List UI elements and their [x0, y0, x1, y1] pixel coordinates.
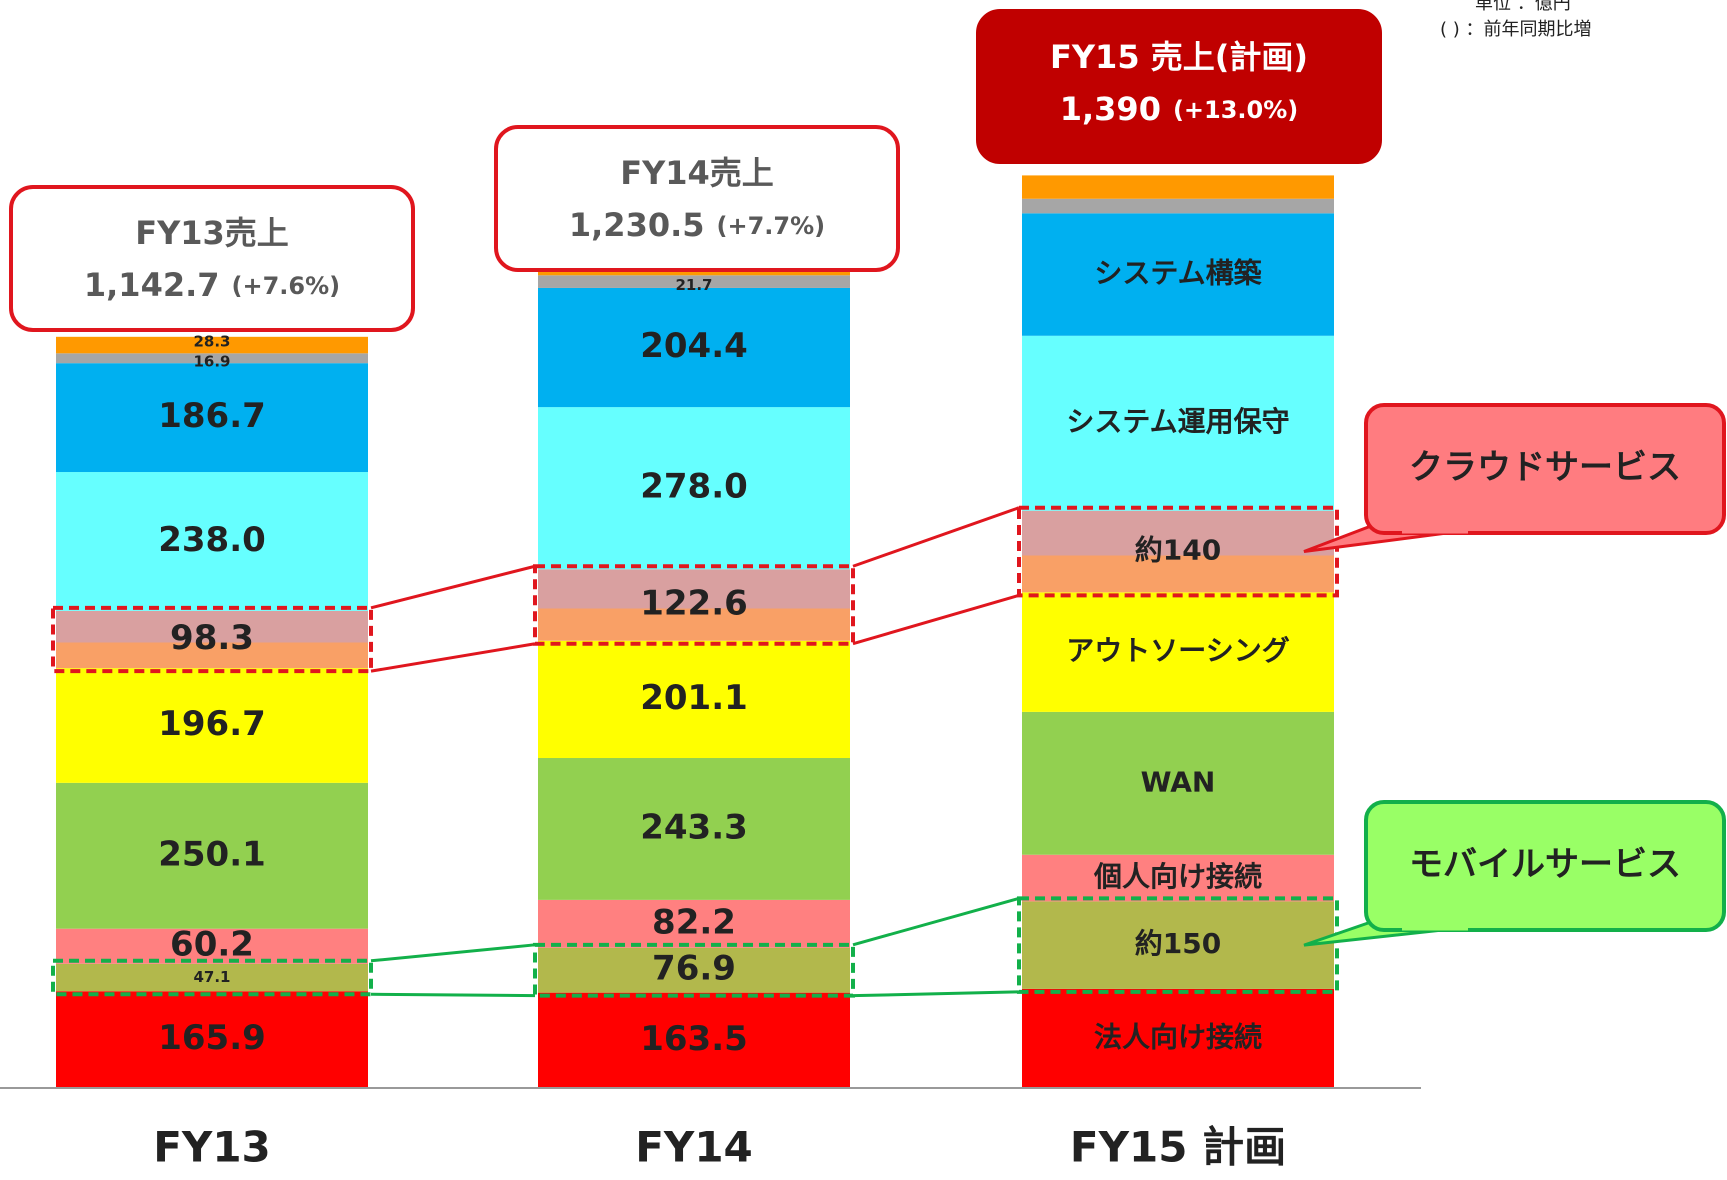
x-tick-label: FY13	[153, 1123, 271, 1172]
bar-segment	[56, 353, 368, 364]
bar-segment	[1022, 335, 1334, 511]
bar-segment	[538, 947, 850, 993]
bar-segment	[538, 899, 850, 948]
segment-name: システム運用保守	[1066, 405, 1289, 438]
segment-label: 278.0	[640, 467, 748, 507]
total-amount: 1,230.5 (+7.7%)	[569, 206, 825, 244]
bar-segment	[56, 963, 368, 992]
highlight-box	[1017, 505, 1339, 598]
bar-segment	[1022, 213, 1334, 336]
segment-label: 47.1	[193, 968, 230, 986]
bar-segment	[56, 610, 368, 669]
segment-label: 163.5	[640, 1019, 748, 1059]
bar-segment	[538, 992, 850, 1088]
connector	[370, 564, 536, 610]
segment-name: システム構築	[1094, 257, 1262, 290]
segment-label: 約140	[1135, 534, 1221, 567]
bar-segment	[56, 363, 368, 473]
segment-label: 16.9	[193, 353, 230, 371]
bar-segment	[1022, 198, 1334, 214]
callout-text: モバイルサービス	[1409, 845, 1681, 885]
bar-segment	[1022, 988, 1334, 1088]
connector	[852, 896, 1020, 947]
bar-segment	[1022, 901, 1334, 989]
connector	[852, 990, 1020, 998]
segment-label: 238.0	[158, 520, 266, 560]
bar-segment	[538, 275, 850, 288]
segment-label: 60.2	[170, 925, 254, 965]
segment-label: 21.7	[675, 276, 712, 294]
total-amount-value: 1,390	[1060, 90, 1161, 128]
segment-label: 165.9	[158, 1018, 266, 1058]
segment-name: アウトソーシング	[1066, 634, 1289, 667]
total-amount: 1,142.7 (+7.6%)	[84, 266, 340, 304]
total-box	[9, 185, 415, 332]
total-change: (+7.6%)	[232, 272, 341, 300]
connector	[852, 593, 1020, 646]
segment-label: 243.3	[640, 807, 748, 847]
connector	[370, 642, 536, 673]
bar-segment	[538, 640, 850, 759]
total-title: FY14売上	[620, 154, 774, 192]
segment-label: 204.4	[640, 326, 748, 366]
unit-note: 単位 ：億円	[1475, 0, 1571, 14]
segment-label: 98.3	[170, 618, 254, 658]
callout-text: クラウドサービス	[1409, 448, 1681, 488]
highlight-box	[1017, 896, 1339, 994]
total-change: (+7.7%)	[717, 212, 826, 240]
bar-segment	[538, 758, 850, 900]
total-title: FY15 売上(計画)	[1050, 38, 1308, 76]
bar-segment	[1022, 510, 1334, 593]
segment-label: 196.7	[158, 704, 266, 744]
segment-label: 250.1	[158, 834, 266, 874]
bar-segment	[538, 287, 850, 408]
bar-segment	[1022, 592, 1334, 712]
bar-segment	[538, 569, 850, 641]
total-amount-value: 1,142.7	[84, 266, 220, 304]
total-amount-value: 1,230.5	[569, 206, 705, 244]
change-note: ( ) ：前年同期比増	[1440, 19, 1592, 40]
segment-label: 約150	[1135, 927, 1221, 960]
bar-segment	[1022, 711, 1334, 855]
segment-label: 76.9	[652, 949, 736, 989]
segment-label: 82.2	[652, 902, 736, 942]
segment-label: 122.6	[640, 583, 748, 623]
bar-segment	[1022, 175, 1334, 199]
x-tick-label: FY14	[635, 1123, 753, 1172]
bar-segment	[56, 472, 368, 611]
x-tick-label: FY15 計画	[1070, 1123, 1286, 1172]
segment-name: 個人向け接続	[1093, 860, 1262, 893]
segment-name: WAN	[1141, 765, 1216, 798]
total-title: FY13売上	[135, 214, 289, 252]
total-box	[494, 125, 900, 272]
bar-segment	[56, 668, 368, 783]
callout-box	[1364, 800, 1726, 932]
bar-segment	[56, 782, 368, 929]
highlight-box	[533, 564, 855, 646]
segment-label: 186.7	[158, 396, 266, 436]
callout-box	[1364, 403, 1726, 535]
bar-segment	[56, 991, 368, 1088]
segment-label: 201.1	[640, 678, 748, 718]
segment-label: 28.3	[193, 333, 230, 351]
bar-segment	[56, 336, 368, 354]
total-amount: 1,390 (+13.0%)	[1060, 90, 1299, 128]
bar-segment	[538, 407, 850, 570]
total-change: (+13.0%)	[1173, 96, 1298, 124]
connector	[370, 992, 536, 998]
bar-segment	[56, 928, 368, 964]
connector	[852, 506, 1020, 568]
segment-name: 法人向け接続	[1094, 1020, 1262, 1053]
bar-segment	[1022, 854, 1334, 902]
highlight-box	[533, 942, 855, 998]
total-box	[976, 9, 1382, 164]
connector	[370, 943, 536, 963]
